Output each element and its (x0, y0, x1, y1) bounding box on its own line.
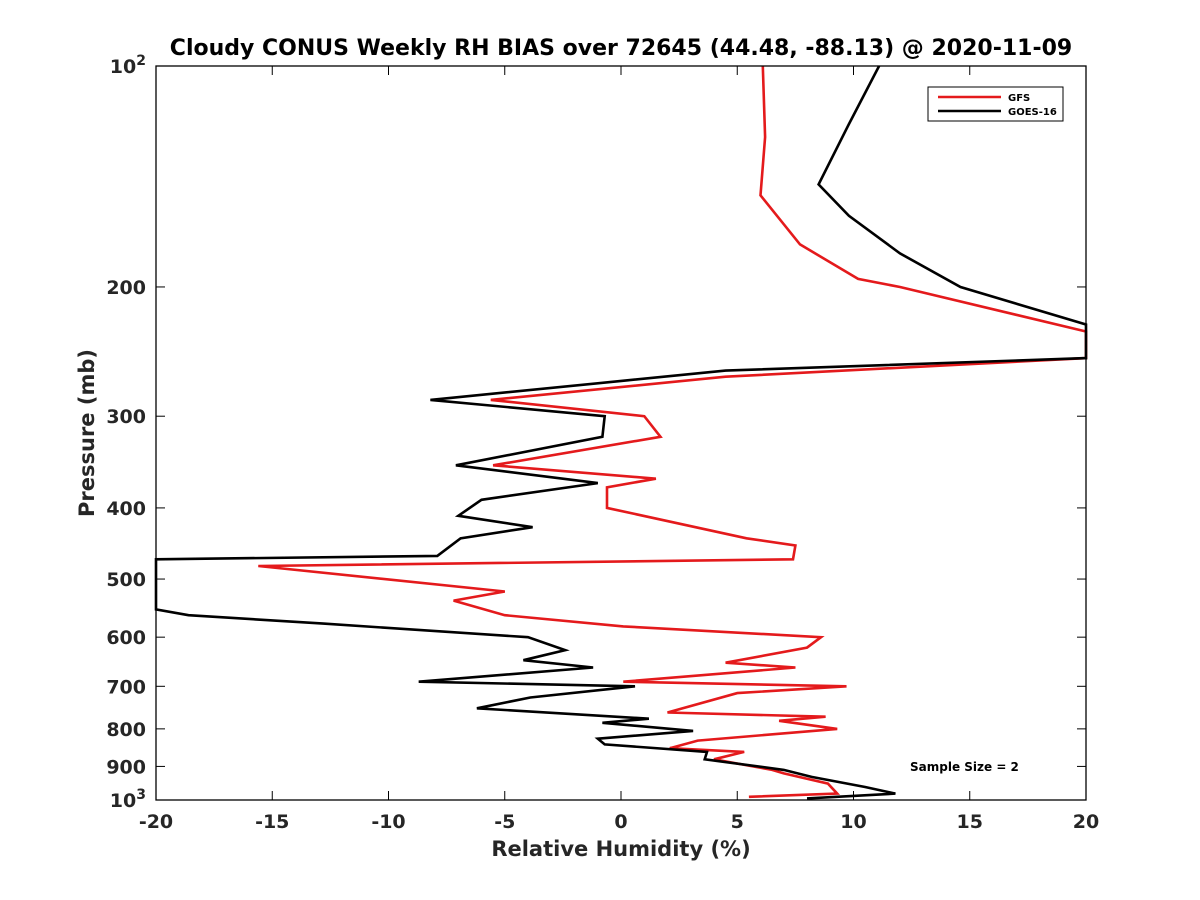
x-axis-label: Relative Humidity (%) (491, 837, 750, 861)
x-tick-label: 15 (957, 811, 983, 833)
y-tick-label: 800 (106, 719, 146, 741)
y-tick-label: 700 (106, 676, 146, 698)
series-layer (154, 65, 1088, 800)
series-line-gfs (258, 65, 1088, 799)
y-tick-label: 300 (106, 406, 146, 428)
x-tick-label: 20 (1073, 811, 1099, 833)
x-tick-label: 0 (614, 811, 627, 833)
x-tick-label: -5 (494, 811, 515, 833)
x-tick-label: -15 (255, 811, 289, 833)
series-line-goes-16 (154, 65, 1088, 800)
sample-size-annotation: Sample Size = 2 (910, 760, 1019, 774)
x-tick-label: 10 (840, 811, 866, 833)
legend: GFS GOES-16 (927, 86, 1064, 122)
y-tick-label: 600 (106, 627, 146, 649)
y-tick-label: 200 (106, 277, 146, 299)
y-tick-label-power: 103 (110, 787, 146, 812)
ticks-layer: -20 -15 -10 -5 0 5 10 15 20 200 300 400 500 600 700 800… (106, 53, 1099, 833)
plot-frame (155, 65, 1087, 801)
x-tick-label: -20 (139, 811, 173, 833)
y-tick-label-power: 102 (110, 53, 146, 78)
chart-title: Cloudy CONUS Weekly RH BIAS over 72645 (… (170, 36, 1072, 61)
legend-box (927, 86, 1064, 122)
legend-gfs-label: GFS (1008, 93, 1030, 104)
y-tick-label: 500 (106, 569, 146, 591)
y-tick-label: 400 (106, 498, 146, 520)
legend-goes-label: GOES-16 (1008, 107, 1057, 118)
x-tick-label: -10 (371, 811, 405, 833)
x-tick-label: 5 (731, 811, 744, 833)
y-axis-label: Pressure (mb) (75, 349, 99, 517)
y-tick-label: 900 (106, 756, 146, 778)
